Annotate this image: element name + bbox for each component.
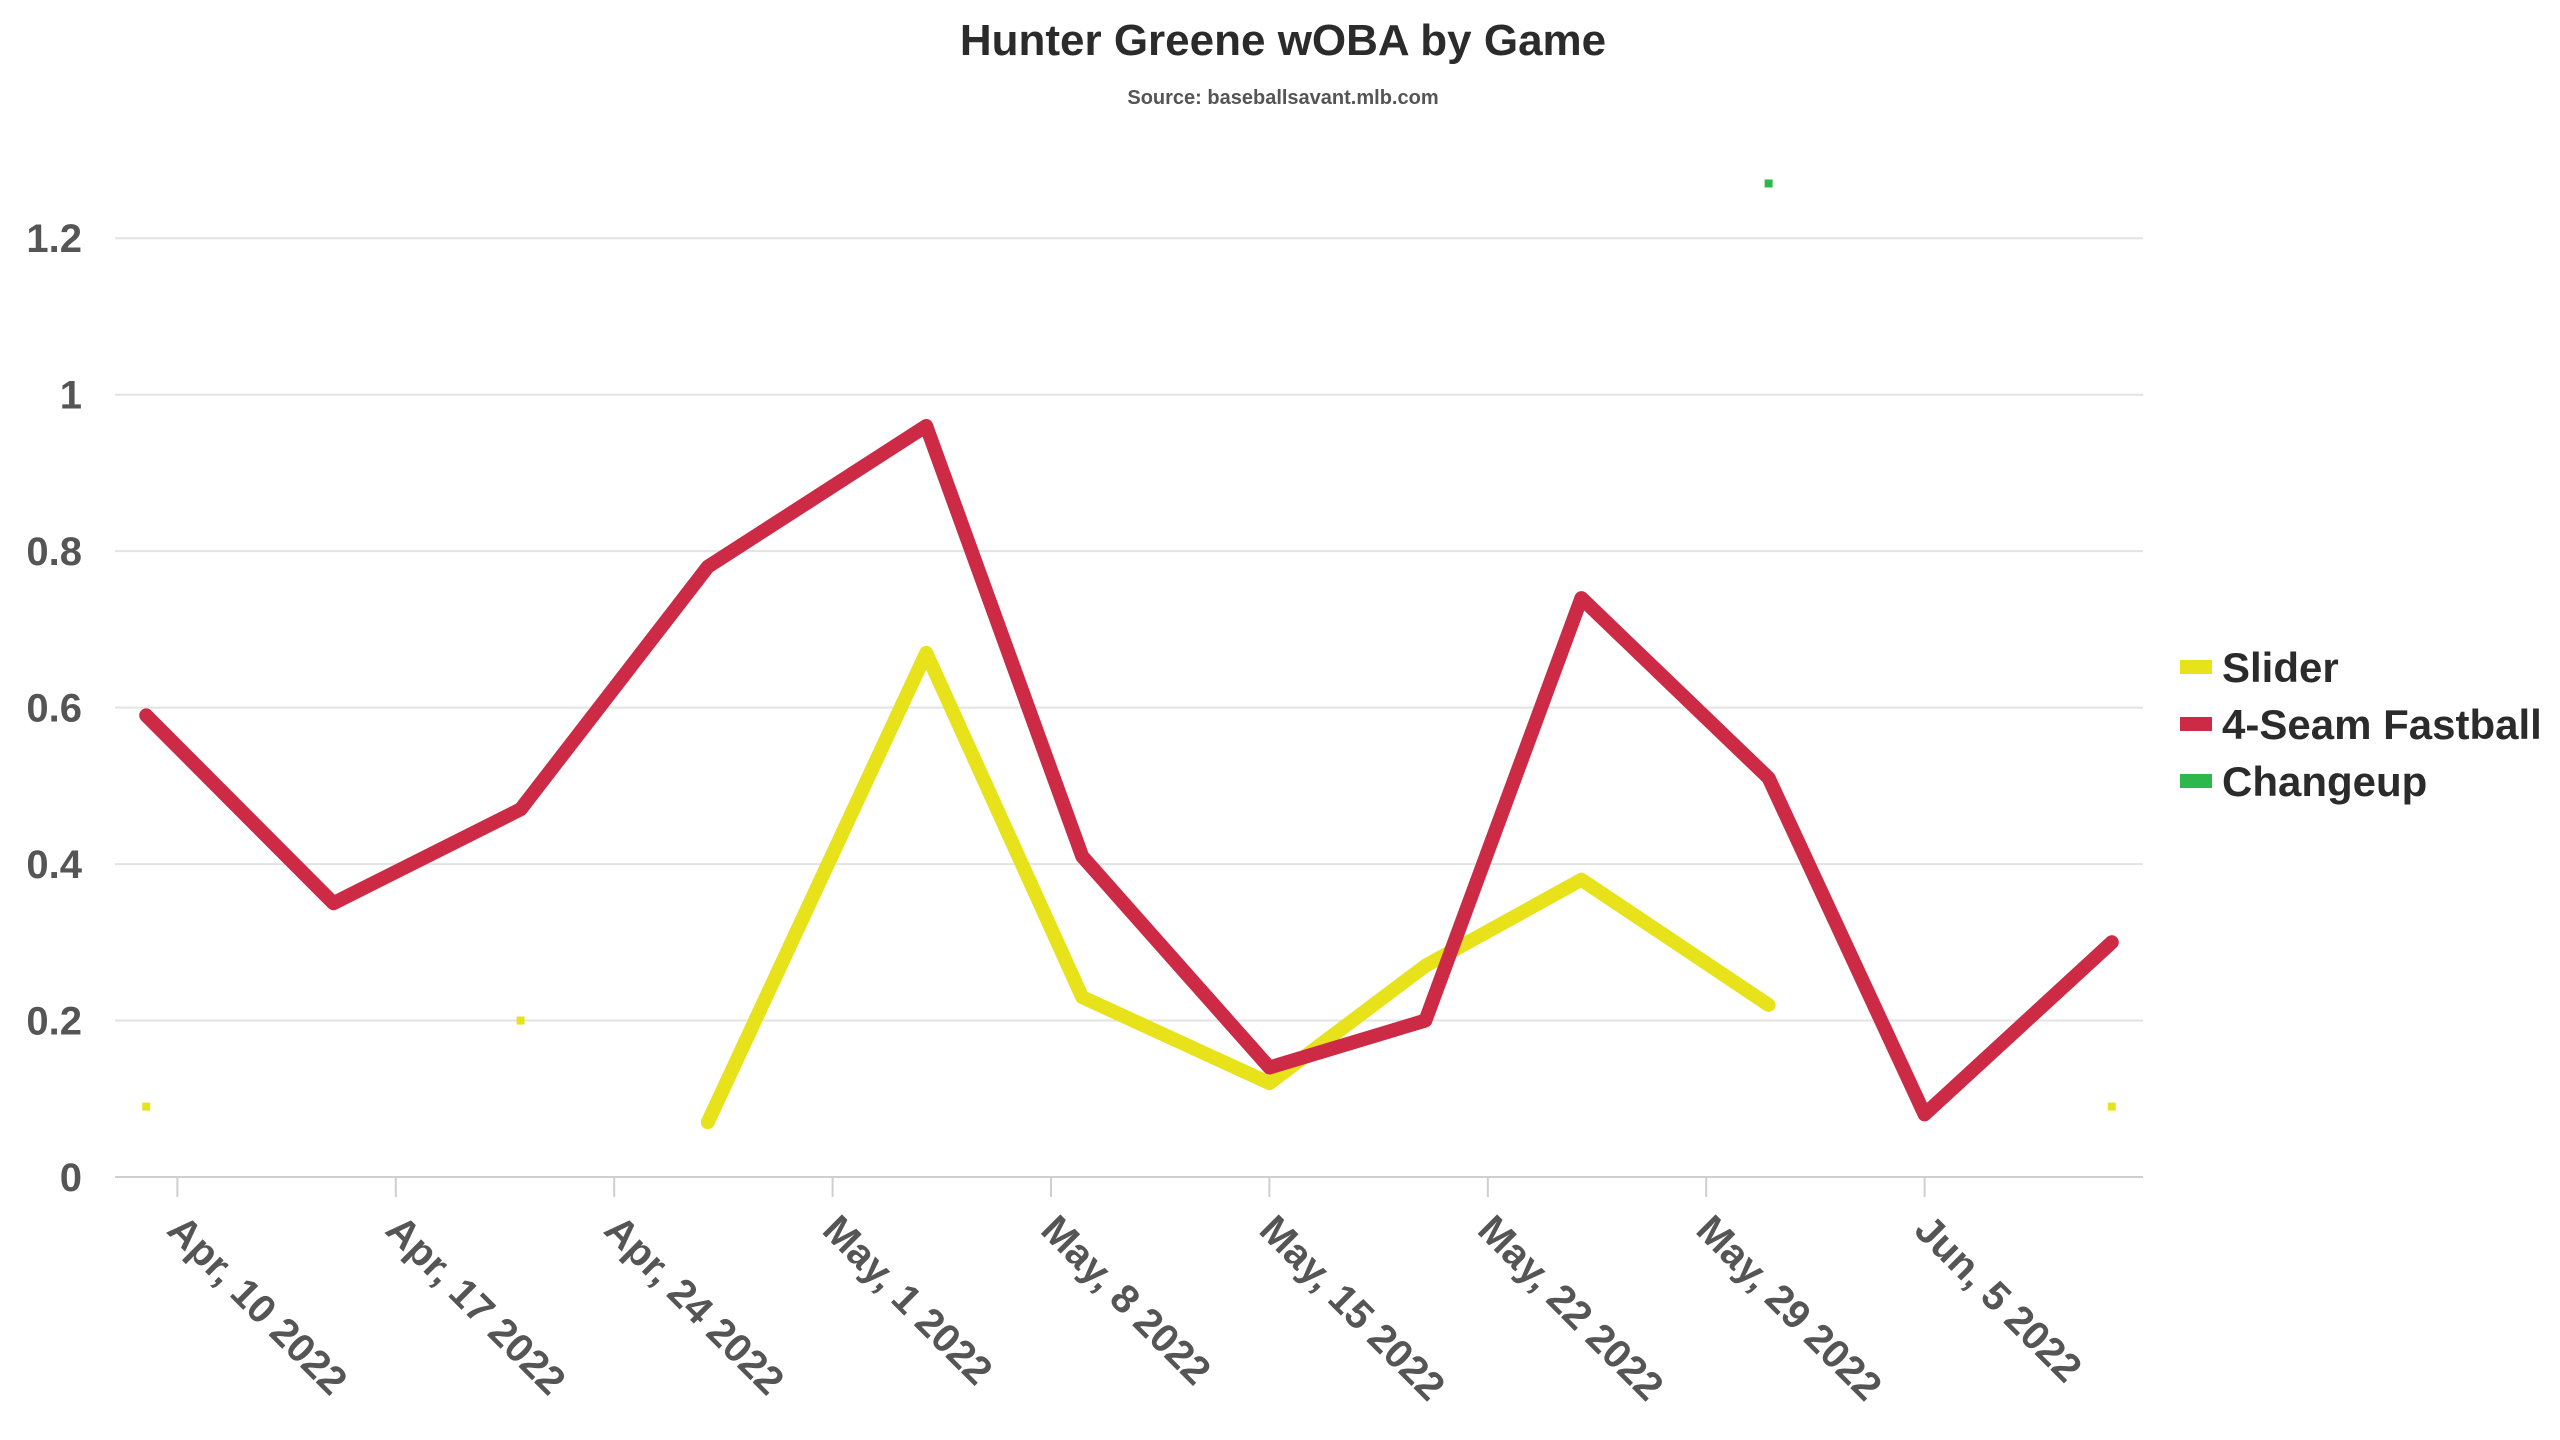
series-slider: [142, 645, 2116, 1130]
legend-swatch: [2180, 660, 2212, 674]
y-tick-label: 0: [60, 1156, 82, 1200]
chart-title: Hunter Greene wOBA by Game: [960, 16, 1606, 65]
legend: Slider 4-Seam Fastball Changeup: [2180, 644, 2542, 805]
x-tick-label: May, 1 2022: [814, 1207, 1000, 1393]
data-point: [516, 1016, 525, 1025]
series-4-seam-fastball: [139, 419, 2119, 1122]
series-lines: [139, 179, 2119, 1130]
y-tick-label: 1.2: [26, 217, 82, 261]
x-tick-label: Jun, 5 2022: [1906, 1207, 2090, 1391]
series-line: [700, 645, 1776, 1130]
x-tick-label: May, 15 2022: [1251, 1207, 1453, 1409]
x-tick-label: May, 22 2022: [1469, 1207, 1671, 1409]
legend-label: 4-Seam Fastball: [2222, 701, 2542, 748]
data-point: [1764, 179, 1773, 188]
legend-label: Changeup: [2222, 758, 2427, 805]
legend-swatch: [2180, 717, 2212, 731]
x-tick-label: Apr, 17 2022: [377, 1207, 573, 1403]
chart-subtitle: Source: baseballsavant.mlb.com: [1127, 87, 1438, 109]
y-tick-label: 0.6: [26, 687, 82, 731]
data-point: [2107, 1102, 2116, 1111]
x-tick-label: May, 29 2022: [1688, 1207, 1890, 1409]
x-tick-label: Apr, 10 2022: [159, 1207, 355, 1403]
legend-label: Slider: [2222, 644, 2339, 691]
y-tick-label: 0.4: [26, 843, 82, 887]
data-point: [142, 1102, 151, 1111]
y-tick-label: 1: [60, 374, 82, 418]
y-axis: 0 0.2 0.4 0.6 0.8 1 1.2: [26, 217, 82, 1200]
y-tick-label: 0.2: [26, 1000, 82, 1044]
gridlines: [115, 237, 2143, 1178]
series-changeup: [1764, 179, 1773, 188]
x-tick-label: May, 8 2022: [1033, 1207, 1219, 1393]
legend-swatch: [2180, 774, 2212, 788]
series-line: [139, 419, 2119, 1122]
y-tick-label: 0.8: [26, 530, 82, 574]
x-tick-label: Apr, 24 2022: [596, 1207, 792, 1403]
x-axis: Apr, 10 2022 Apr, 17 2022 Apr, 24 2022 May,…: [159, 1177, 2090, 1409]
